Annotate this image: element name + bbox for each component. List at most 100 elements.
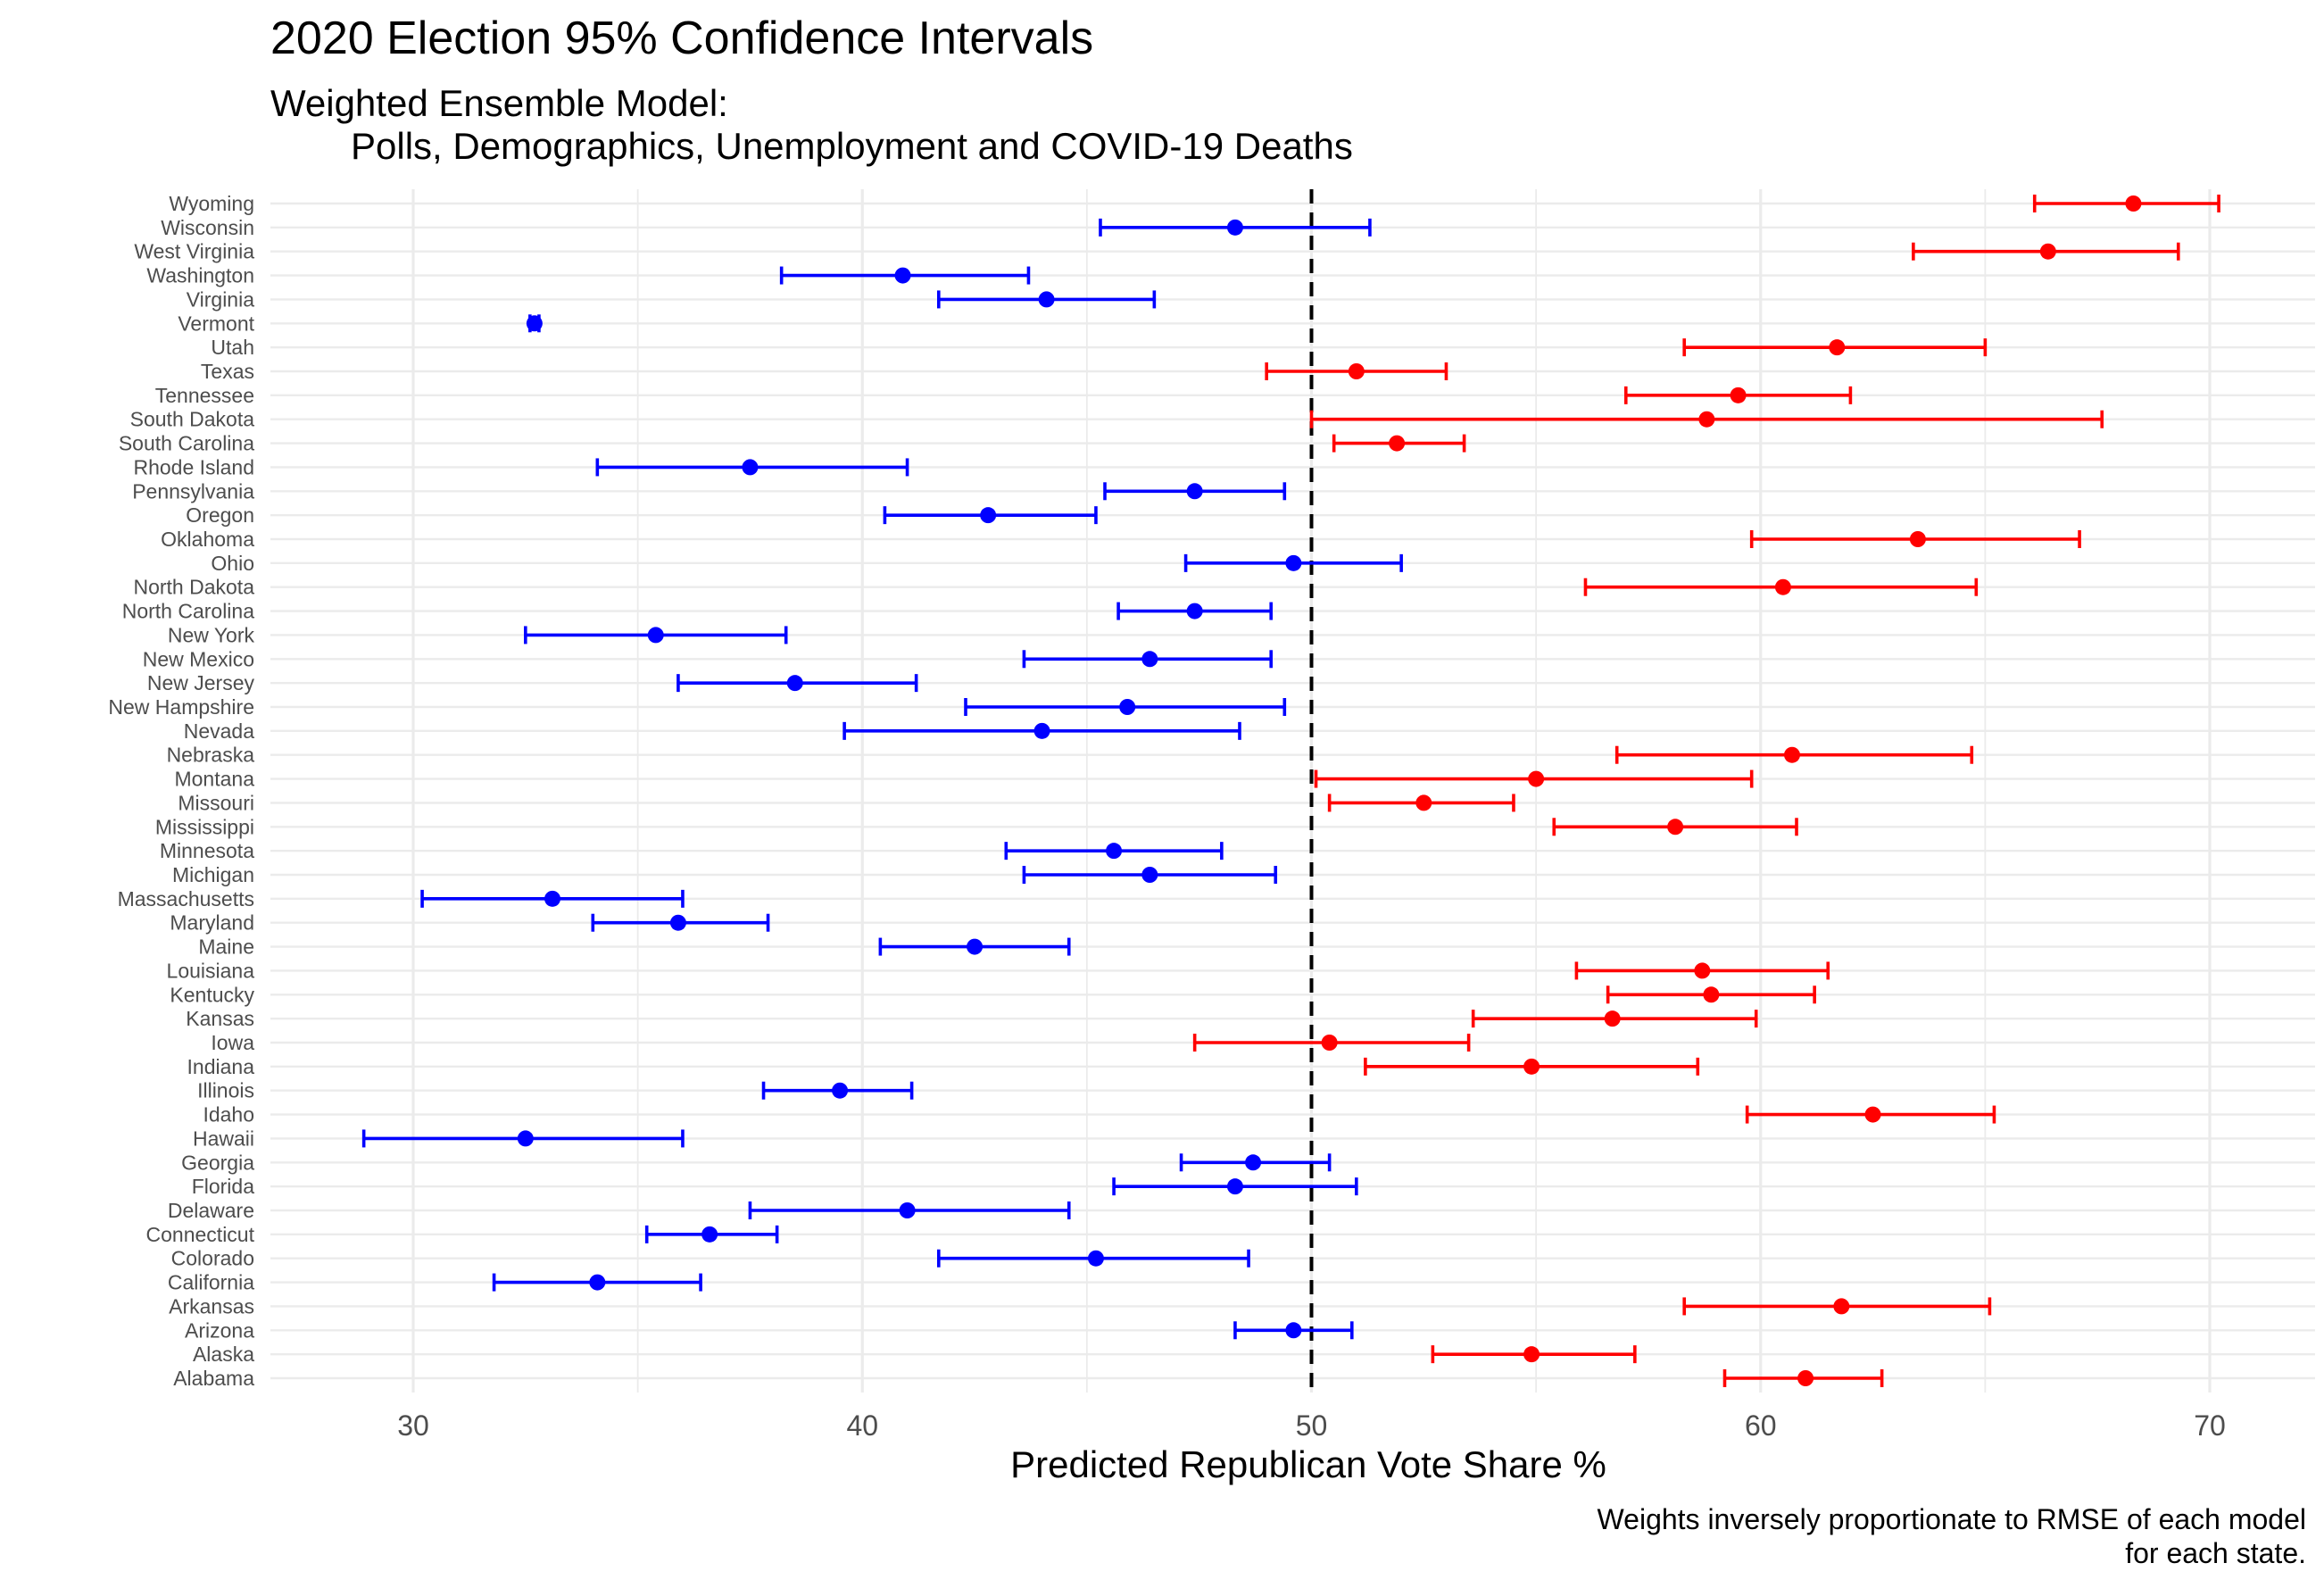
y-tick-label: New York (168, 623, 255, 646)
error-bar-idaho (1745, 1105, 1996, 1124)
y-tick-label: South Carolina (119, 432, 254, 455)
y-tick-label: Maryland (170, 911, 254, 935)
estimate-point (980, 507, 997, 524)
error-bar-georgia (1179, 1153, 1332, 1172)
estimate-point (589, 1274, 606, 1291)
error-bar-florida (1112, 1177, 1358, 1196)
error-bar-tennessee (1623, 386, 1853, 404)
y-tick-label: Kentucky (170, 983, 254, 1006)
y-tick-label: Alabama (173, 1367, 254, 1390)
estimate-point (526, 315, 543, 332)
error-bar-south-dakota (1309, 410, 2104, 428)
estimate-point (1087, 1250, 1104, 1267)
error-bar-virginia (937, 290, 1157, 309)
x-tick-label: 40 (846, 1409, 878, 1442)
estimate-point (1226, 219, 1243, 236)
estimate-point (1141, 651, 1158, 668)
y-tick-label: Minnesota (160, 839, 254, 862)
error-bar-mississippi (1552, 818, 1798, 836)
chart-caption-line-1: Weights inversely proportionate to RMSE … (1597, 1503, 2306, 1535)
error-bar-missouri (1327, 794, 1515, 812)
y-tick-label: Vermont (178, 312, 254, 335)
error-bar-michigan (1022, 866, 1278, 884)
error-bar-illinois (761, 1081, 914, 1100)
error-bar-north-carolina (1116, 602, 1274, 620)
estimate-point (1186, 603, 1203, 619)
estimate-point (1730, 387, 1747, 403)
y-tick-label: Ohio (211, 552, 254, 575)
error-bar-nevada (842, 721, 1241, 740)
x-axis-ticks: 30 40 50 60 70 (397, 1409, 2226, 1442)
y-tick-label: Arizona (185, 1318, 254, 1342)
error-bars (361, 195, 2220, 1387)
estimate-point (1694, 962, 1711, 979)
y-tick-label: Iowa (211, 1031, 254, 1054)
error-bar-nebraska (1614, 745, 1974, 764)
y-tick-label: Massachusetts (118, 887, 254, 910)
y-tick-label: Pennsylvania (132, 479, 254, 503)
y-tick-label: Wisconsin (161, 216, 254, 239)
estimate-point (1523, 1346, 1540, 1363)
estimate-point (742, 459, 759, 476)
y-tick-label: Virginia (187, 287, 254, 311)
y-tick-label: Alaska (193, 1343, 254, 1366)
estimate-point (1321, 1035, 1338, 1051)
estimate-point (669, 914, 686, 931)
estimate-point (647, 627, 664, 644)
estimate-point (2125, 195, 2142, 212)
estimate-point (1864, 1106, 1881, 1123)
error-bar-texas (1265, 362, 1448, 380)
error-bar-oklahoma (1749, 530, 2081, 548)
y-tick-label: Delaware (168, 1199, 254, 1222)
estimate-point (1141, 867, 1158, 883)
estimate-point (2039, 243, 2056, 260)
estimate-point (1415, 794, 1432, 811)
y-tick-label: North Carolina (122, 600, 254, 623)
error-bar-connecticut (644, 1225, 779, 1243)
error-bar-alaska (1431, 1345, 1637, 1364)
y-tick-label: Indiana (187, 1055, 255, 1078)
error-bar-kentucky (1606, 985, 1816, 1004)
estimate-point (1389, 435, 1406, 452)
estimate-point (1285, 1322, 1302, 1339)
y-tick-label: New Hampshire (108, 695, 254, 719)
grid-lines (270, 189, 2315, 1393)
y-tick-label: Arkansas (169, 1294, 254, 1318)
y-tick-label: Wyoming (169, 192, 254, 215)
y-tick-label: Nebraska (167, 744, 255, 767)
estimate-point (1797, 1370, 1814, 1386)
estimate-point (1774, 578, 1791, 595)
error-bar-maryland (591, 913, 770, 932)
error-bar-massachusetts (420, 889, 685, 908)
error-bar-colorado (937, 1249, 1250, 1268)
error-bar-minnesota (1004, 842, 1224, 861)
estimate-point (967, 938, 984, 955)
x-tick-label: 60 (1745, 1409, 1777, 1442)
y-tick-label: Mississippi (155, 815, 254, 838)
error-bar-south-carolina (1332, 434, 1466, 453)
estimate-point (1348, 363, 1365, 379)
y-tick-label: Illinois (197, 1079, 254, 1102)
error-bar-north-dakota (1583, 578, 1979, 596)
error-bar-iowa (1192, 1034, 1471, 1052)
estimate-point (1245, 1154, 1262, 1171)
chart-caption-line-2: for each state. (2125, 1537, 2306, 1569)
estimate-point (1833, 1298, 1850, 1315)
estimate-point (1038, 291, 1055, 308)
estimate-point (1829, 339, 1846, 356)
y-tick-label: Georgia (181, 1151, 254, 1174)
y-tick-label: Kansas (186, 1007, 254, 1030)
estimate-point (1698, 411, 1715, 428)
estimate-point (1033, 722, 1050, 739)
y-tick-label: Connecticut (146, 1223, 255, 1246)
y-tick-label: Rhode Island (133, 455, 254, 478)
estimate-point (894, 267, 911, 284)
y-tick-label: Idaho (203, 1103, 254, 1127)
y-axis-ticks: AlabamaAlaskaArizonaArkansasCaliforniaCo… (108, 192, 254, 1390)
estimate-point (1523, 1058, 1540, 1075)
error-bar-west-virginia (1912, 242, 2180, 261)
y-tick-label: Louisiana (167, 959, 255, 982)
chart-subtitle-line-1: Weighted Ensemble Model: (270, 82, 728, 124)
estimate-point (1667, 819, 1684, 836)
